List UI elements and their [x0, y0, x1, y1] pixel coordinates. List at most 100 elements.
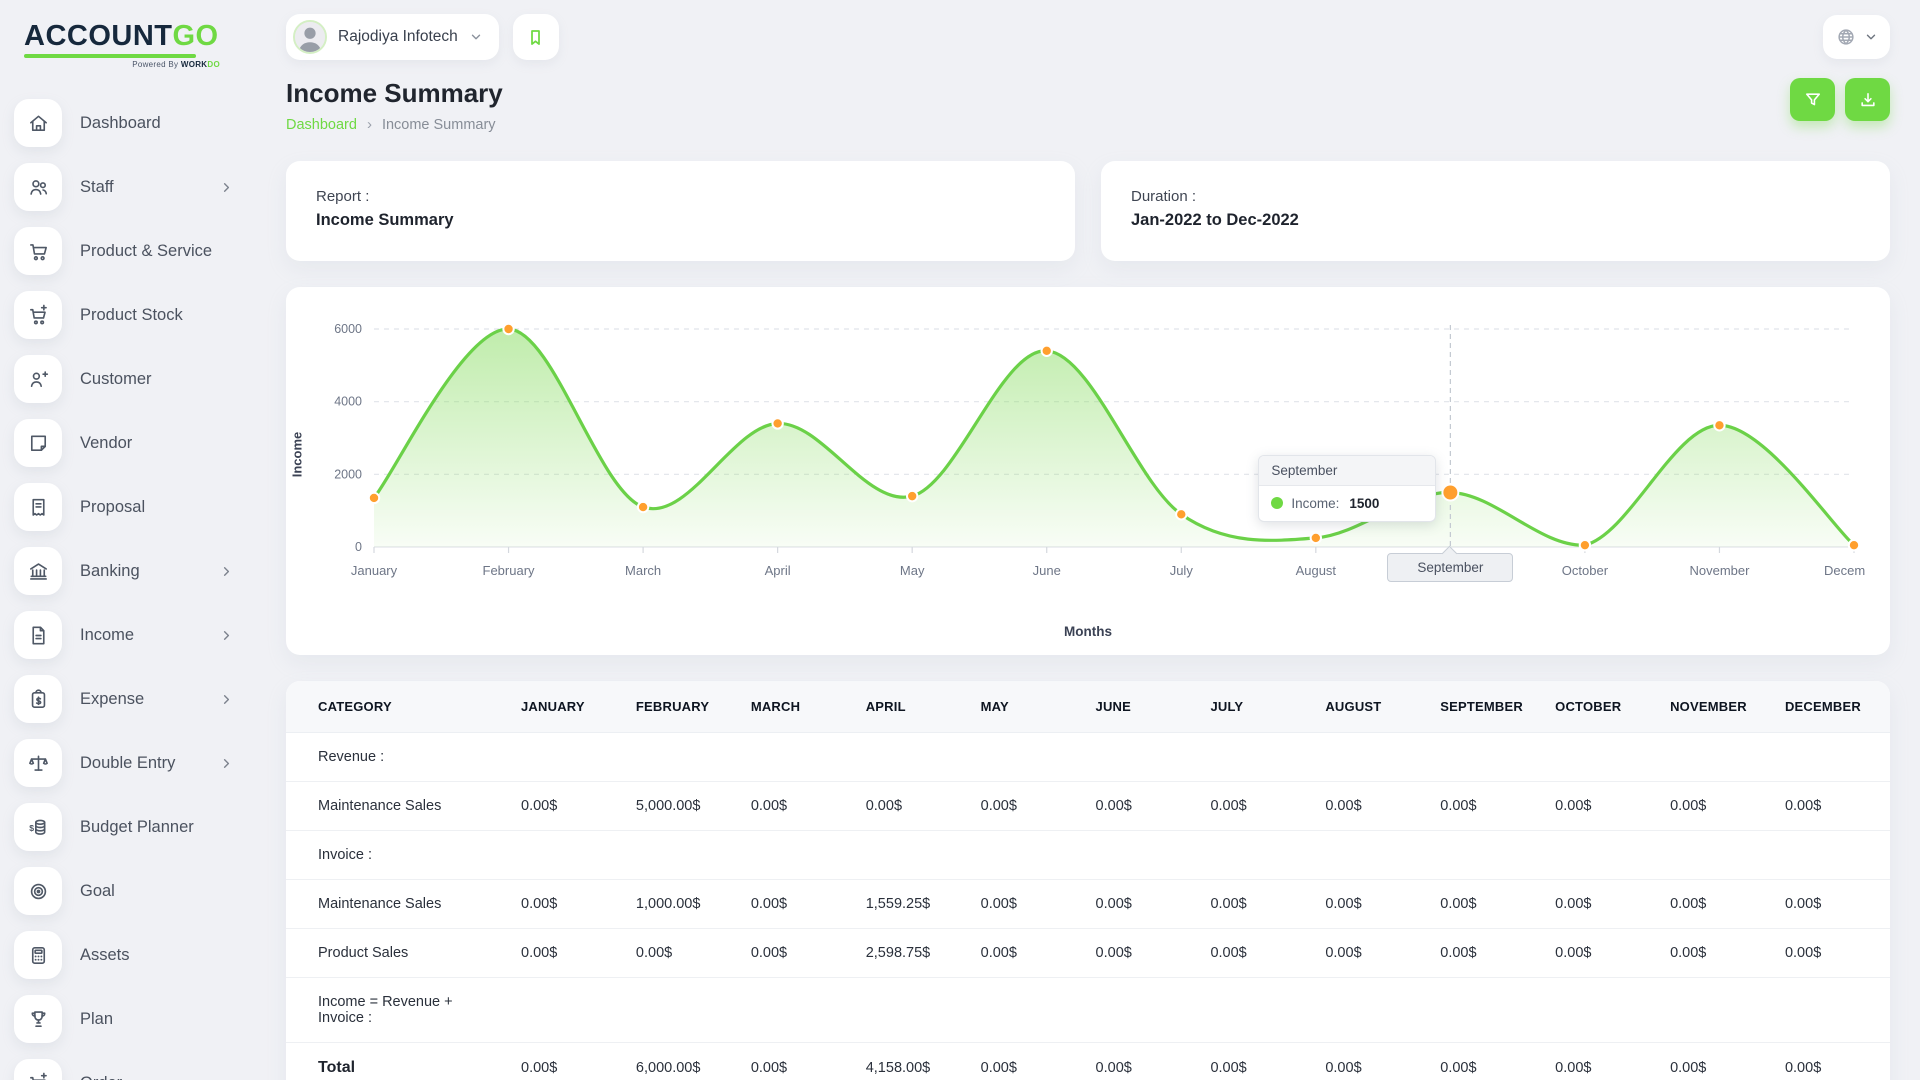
- sidebar-item-label: Proposal: [80, 498, 234, 517]
- sidebar-item-customer[interactable]: Customer: [0, 351, 248, 407]
- sidebar-item-order[interactable]: Order: [0, 1055, 248, 1080]
- cell-value: 0.00$: [511, 1043, 626, 1080]
- sidebar-item-staff[interactable]: Staff: [0, 159, 248, 215]
- chevron-right-icon: [219, 564, 234, 579]
- sidebar-item-expense[interactable]: Expense: [0, 671, 248, 727]
- table-header-cell: AUGUST: [1315, 681, 1430, 733]
- table-row: Total0.00$6,000.00$0.00$4,158.00$0.00$0.…: [286, 1043, 1890, 1080]
- table-header-cell: JUNE: [1086, 681, 1201, 733]
- chevron-right-icon: [219, 692, 234, 707]
- cell-value: 0.00$: [1545, 1043, 1660, 1080]
- breadcrumb-current: Income Summary: [382, 117, 496, 133]
- bookmark-button[interactable]: [513, 14, 559, 60]
- sidebar-item-double-entry[interactable]: Double Entry: [0, 735, 248, 791]
- cell-value: [1660, 978, 1775, 1043]
- cell-value: 0.00$: [1775, 1043, 1890, 1080]
- series-dot-icon: [1271, 497, 1283, 509]
- funnel-icon: [1803, 90, 1823, 110]
- app-logo[interactable]: ACCOUNTGO Powered By WORKDO: [0, 14, 258, 69]
- cell-value: [1200, 831, 1315, 880]
- table-row: Revenue :: [286, 733, 1890, 782]
- sidebar-item-label: Banking: [80, 562, 201, 581]
- cell-value: 1,000.00$: [626, 880, 741, 929]
- company-selector[interactable]: Rajodiya Infotech: [286, 14, 499, 60]
- cell-value: 0.00$: [1545, 782, 1660, 831]
- cell-value: [856, 978, 971, 1043]
- company-name: Rajodiya Infotech: [338, 28, 458, 46]
- cell-value: 0.00$: [1086, 929, 1201, 978]
- svg-text:January: January: [351, 563, 398, 578]
- cell-value: 0.00$: [741, 929, 856, 978]
- cell-value: [1660, 831, 1775, 880]
- cell-value: 0.00$: [1775, 880, 1890, 929]
- report-card: Report : Income Summary: [286, 161, 1075, 261]
- cell-value: 6,000.00$: [626, 1043, 741, 1080]
- sidebar-item-assets[interactable]: Assets: [0, 927, 248, 983]
- cell-value: 0.00$: [1545, 880, 1660, 929]
- cell-value: [1430, 733, 1545, 782]
- income-summary-table-card: CATEGORYJANUARYFEBRUARYMARCHAPRILMAYJUNE…: [286, 681, 1890, 1080]
- breadcrumb-dashboard-link[interactable]: Dashboard: [286, 117, 357, 133]
- cell-value: [1315, 733, 1430, 782]
- logo-underline: [24, 54, 196, 58]
- svg-text:August: August: [1296, 563, 1337, 578]
- download-icon: [1858, 90, 1878, 110]
- cell-value: 0.00$: [1430, 782, 1545, 831]
- download-button[interactable]: [1845, 78, 1890, 121]
- income-chart[interactable]: Income 0200040006000JanuaryFebruaryMarch…: [286, 287, 1890, 655]
- sidebar-item-vendor[interactable]: Vendor: [0, 415, 248, 471]
- sidebar-item-label: Expense: [80, 690, 201, 709]
- file-text-icon: [14, 611, 62, 659]
- cell-value: 0.00$: [1660, 1043, 1775, 1080]
- coins-icon: $: [14, 803, 62, 851]
- cell-value: 0.00$: [1315, 1043, 1430, 1080]
- duration-card: Duration : Jan-2022 to Dec-2022: [1101, 161, 1890, 261]
- cell-value: 0.00$: [626, 929, 741, 978]
- svg-text:March: March: [625, 563, 661, 578]
- company-avatar: [293, 20, 327, 54]
- table-row: Product Sales0.00$0.00$0.00$2,598.75$0.0…: [286, 929, 1890, 978]
- row-label: Total: [286, 1043, 511, 1080]
- sidebar-item-goal[interactable]: Goal: [0, 863, 248, 919]
- sidebar-item-dashboard[interactable]: Dashboard: [0, 95, 248, 151]
- cell-value: 0.00$: [1660, 880, 1775, 929]
- svg-text:November: November: [1689, 563, 1750, 578]
- cell-value: 0.00$: [1545, 929, 1660, 978]
- table-header-cell: NOVEMBER: [1660, 681, 1775, 733]
- sidebar-item-plan[interactable]: Plan: [0, 991, 248, 1047]
- row-label: Maintenance Sales: [286, 782, 511, 831]
- language-selector[interactable]: [1823, 15, 1890, 59]
- svg-text:April: April: [765, 563, 791, 578]
- cell-value: [511, 733, 626, 782]
- cell-value: [1315, 978, 1430, 1043]
- svg-text:October: October: [1562, 563, 1609, 578]
- cell-value: [1660, 733, 1775, 782]
- cell-value: 0.00$: [741, 1043, 856, 1080]
- svg-text:0: 0: [355, 540, 362, 554]
- cell-value: [1200, 733, 1315, 782]
- sidebar-item-proposal[interactable]: Proposal: [0, 479, 248, 535]
- sidebar-item-product-service[interactable]: Product & Service: [0, 223, 248, 279]
- cell-value: [1775, 733, 1890, 782]
- cell-value: [971, 733, 1086, 782]
- chevron-down-icon: [1864, 30, 1878, 44]
- filter-button[interactable]: [1790, 78, 1835, 121]
- tooltip-series-label: Income:: [1291, 496, 1339, 511]
- table-header-cell: APRIL: [856, 681, 971, 733]
- chevron-right-icon: [219, 756, 234, 771]
- sidebar-item-banking[interactable]: Banking: [0, 543, 248, 599]
- cell-value: [1086, 978, 1201, 1043]
- cell-value: 0.00$: [1086, 782, 1201, 831]
- cell-value: [971, 978, 1086, 1043]
- cart-plus-icon: [14, 1059, 62, 1080]
- sidebar-item-budget-planner[interactable]: $Budget Planner: [0, 799, 248, 855]
- table-header-cell: MAY: [971, 681, 1086, 733]
- chart-y-axis-title: Income: [289, 432, 304, 478]
- sidebar-item-income[interactable]: Income: [0, 607, 248, 663]
- sidebar-item-label: Vendor: [80, 434, 234, 453]
- duration-label: Duration :: [1131, 188, 1860, 205]
- sidebar-item-product-stock[interactable]: Product Stock: [0, 287, 248, 343]
- cell-value: [1086, 831, 1201, 880]
- cell-value: 1,559.25$: [856, 880, 971, 929]
- area-chart-canvas[interactable]: 0200040006000JanuaryFebruaryMarchAprilMa…: [310, 313, 1866, 613]
